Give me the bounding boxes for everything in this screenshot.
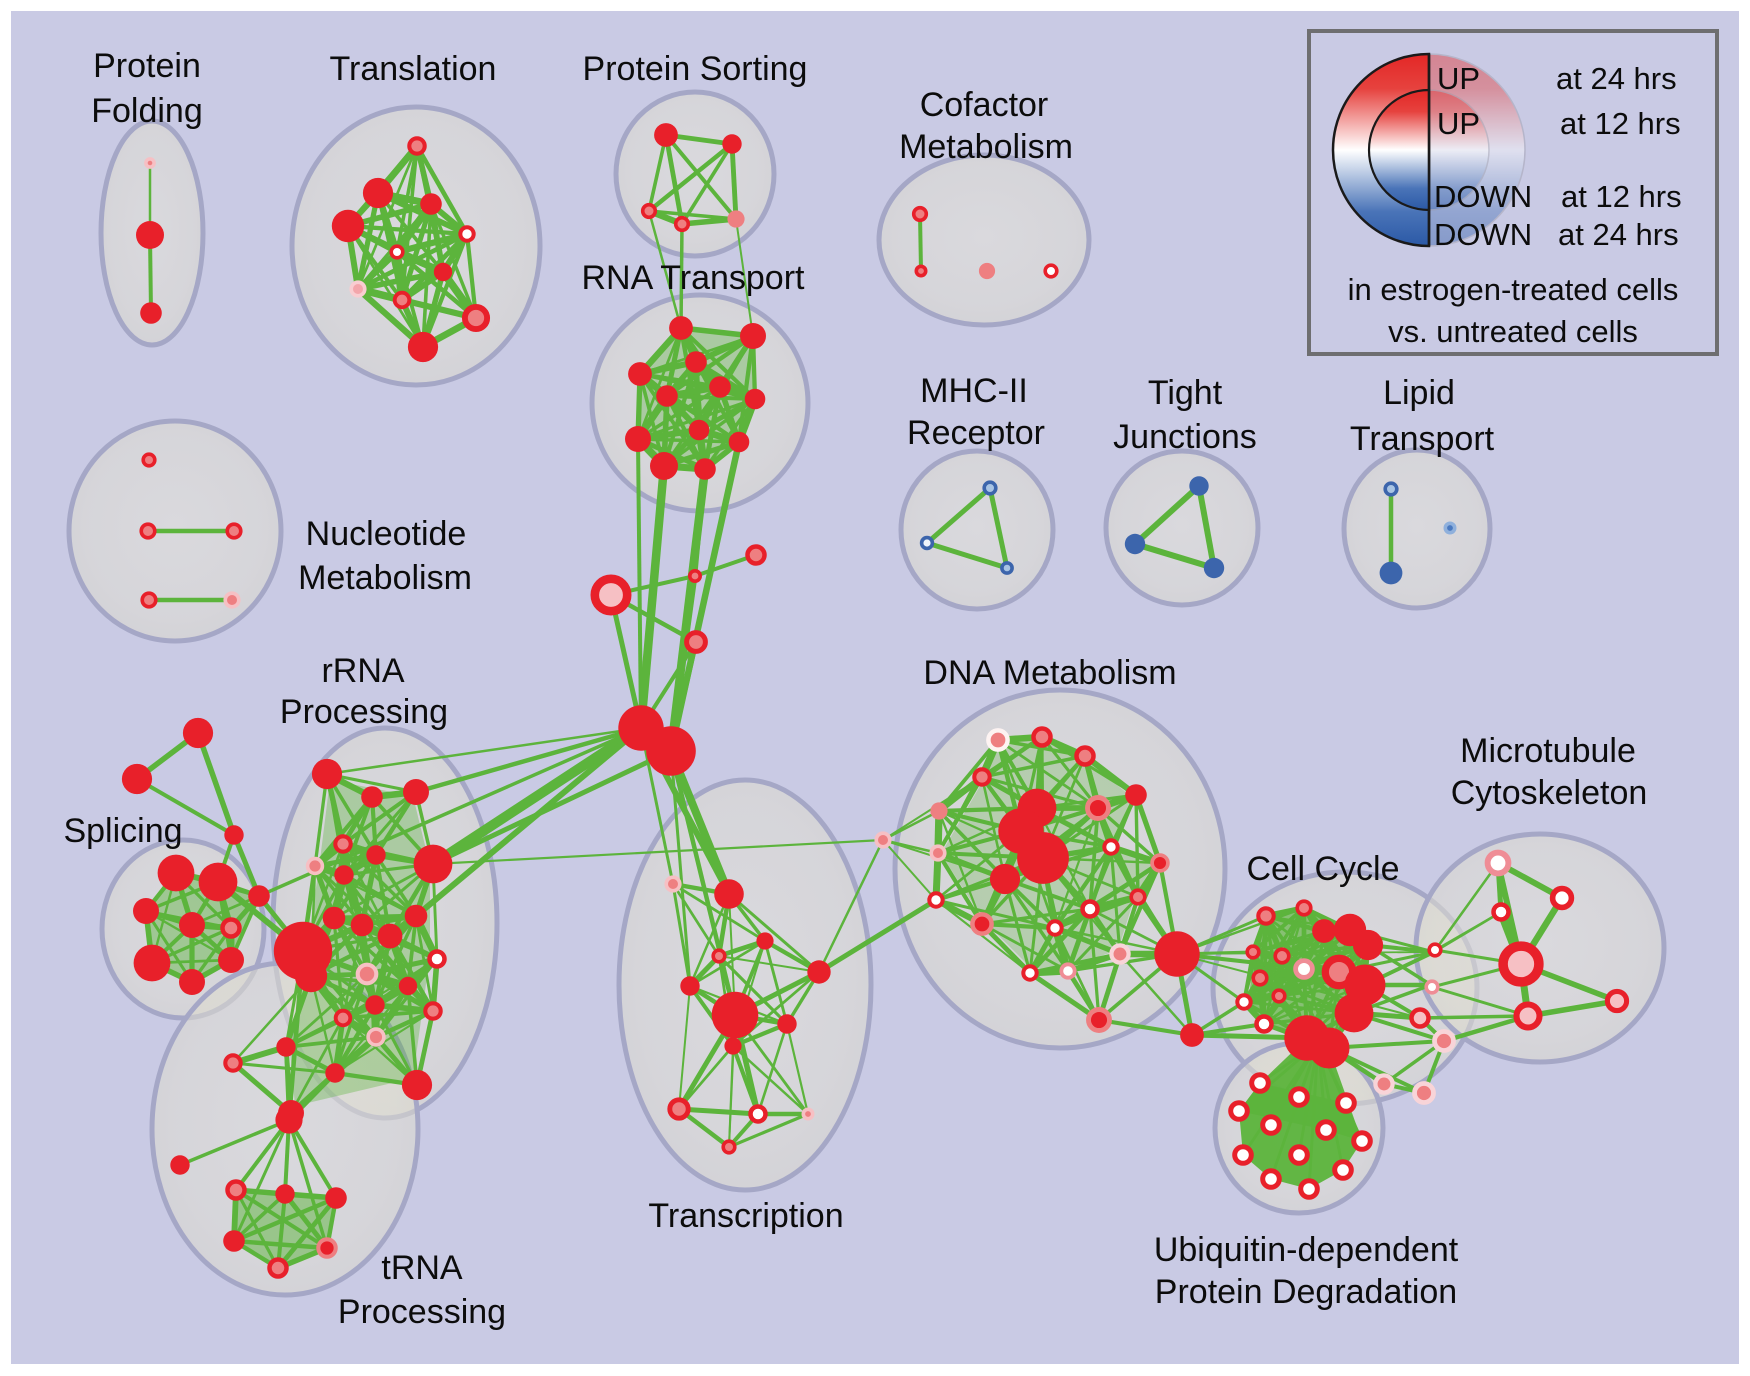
svg-text:UP: UP	[1437, 61, 1480, 96]
svg-text:at 12 hrs: at 12 hrs	[1560, 106, 1681, 141]
svg-text:Protein: Protein	[93, 47, 201, 85]
svg-text:at 24 hrs: at 24 hrs	[1556, 61, 1677, 96]
svg-text:Cofactor: Cofactor	[920, 86, 1049, 124]
svg-text:Transport: Transport	[1350, 420, 1495, 458]
svg-text:MHC-II: MHC-II	[920, 372, 1028, 410]
svg-text:Splicing: Splicing	[63, 812, 182, 850]
svg-text:Cytoskeleton: Cytoskeleton	[1451, 774, 1648, 812]
svg-text:Protein Degradation: Protein Degradation	[1155, 1273, 1457, 1311]
svg-text:Metabolism: Metabolism	[899, 128, 1073, 166]
svg-text:tRNA: tRNA	[381, 1249, 463, 1287]
svg-text:Junctions: Junctions	[1113, 418, 1257, 456]
svg-text:DOWN: DOWN	[1434, 217, 1532, 252]
svg-text:DOWN: DOWN	[1434, 179, 1532, 214]
svg-text:Translation: Translation	[330, 50, 497, 88]
svg-text:RNA Transport: RNA Transport	[582, 259, 806, 297]
svg-text:at 12 hrs: at 12 hrs	[1561, 179, 1682, 214]
svg-text:DNA Metabolism: DNA Metabolism	[923, 654, 1176, 692]
svg-text:Processing: Processing	[338, 1293, 506, 1331]
svg-text:Microtubule: Microtubule	[1460, 732, 1636, 770]
svg-text:Nucleotide: Nucleotide	[306, 515, 467, 553]
svg-text:Transcription: Transcription	[648, 1197, 843, 1235]
svg-text:Tight: Tight	[1148, 374, 1223, 412]
svg-text:UP: UP	[1437, 106, 1480, 141]
svg-text:Cell Cycle: Cell Cycle	[1246, 850, 1399, 888]
svg-text:Ubiquitin-dependent: Ubiquitin-dependent	[1154, 1231, 1459, 1269]
svg-text:Processing: Processing	[280, 693, 448, 731]
svg-text:at 24 hrs: at 24 hrs	[1558, 217, 1679, 252]
svg-text:vs. untreated cells: vs. untreated cells	[1388, 314, 1638, 349]
svg-text:Metabolism: Metabolism	[298, 559, 472, 597]
svg-text:Folding: Folding	[91, 92, 203, 130]
svg-text:Protein Sorting: Protein Sorting	[583, 50, 808, 88]
svg-text:Receptor: Receptor	[907, 414, 1045, 452]
svg-text:rRNA: rRNA	[321, 652, 404, 690]
svg-text:Lipid: Lipid	[1383, 374, 1455, 412]
svg-text:in estrogen-treated cells: in estrogen-treated cells	[1348, 272, 1679, 307]
